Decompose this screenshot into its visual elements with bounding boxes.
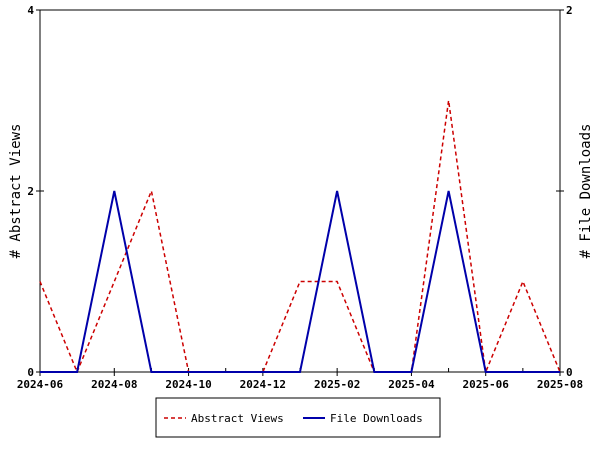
legend: Abstract Views File Downloads xyxy=(155,397,441,438)
x-tick-label: 2024-10 xyxy=(165,378,211,391)
y-right-tick-label: 2 xyxy=(566,4,573,17)
y-axis-left-title: # Abstract Views xyxy=(8,124,24,259)
y-right-tick-label: 0 xyxy=(566,366,573,379)
plot-frame xyxy=(39,9,561,373)
x-tick-label: 2025-04 xyxy=(388,378,435,391)
x-tick-label: 2025-02 xyxy=(314,378,360,391)
x-tick-label: 2024-08 xyxy=(91,378,137,391)
x-tick-label: 2024-12 xyxy=(240,378,286,391)
legend-label-abstract-views: Abstract Views xyxy=(191,412,284,425)
series-line-file-downloads xyxy=(40,190,560,373)
y-left-tick-label: 4 xyxy=(27,4,34,17)
tick-layer: 2024-06 2024-08 2024-10 2024-12 2025-02 2025-… xyxy=(17,4,583,391)
y-left-tick-label: 0 xyxy=(27,366,34,379)
y-axis-right-title: # File Downloads xyxy=(578,124,594,259)
legend-label-file-downloads: File Downloads xyxy=(330,412,423,425)
series-layer xyxy=(39,100,561,375)
x-tick-label: 2025-08 xyxy=(537,378,583,391)
series-line-abstract-views xyxy=(39,100,561,375)
y-left-tick-label: 2 xyxy=(27,185,34,198)
x-tick-label: 2025-06 xyxy=(463,378,510,391)
legend-box xyxy=(155,397,441,438)
x-tick-label: 2024-06 xyxy=(17,378,64,391)
